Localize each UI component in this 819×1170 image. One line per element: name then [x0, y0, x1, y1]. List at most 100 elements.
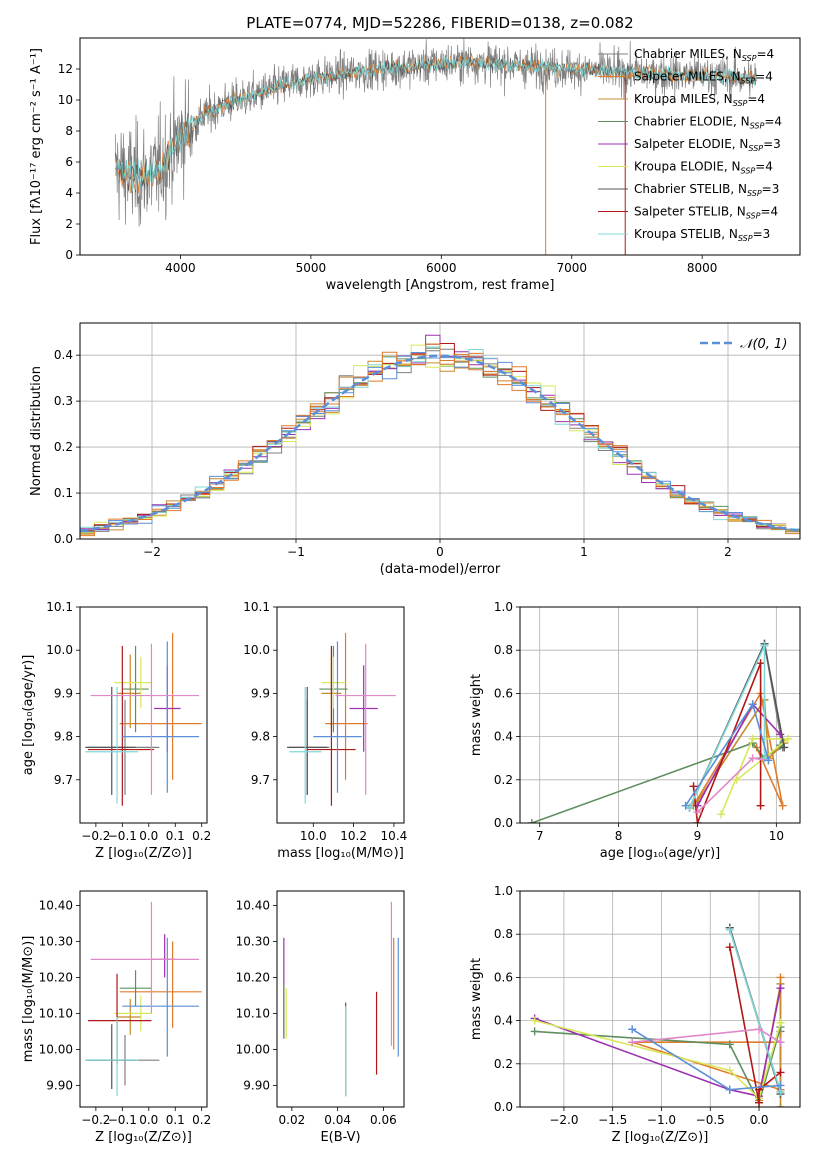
legend-label: 𝒩(0, 1)	[740, 337, 787, 352]
x-tick-label: 8000	[687, 261, 718, 275]
y-axis-label: Flux [fλ10⁻¹⁷ erg cm⁻² s⁻¹ A⁻¹]	[29, 48, 44, 245]
x-tick-label: −2.0	[549, 1113, 578, 1127]
weight-marker	[776, 1103, 785, 1107]
x-tick-label: 0.04	[324, 1113, 351, 1127]
x-tick-label: 0.1	[166, 1113, 185, 1127]
legend-label: Kroupa MILES, NSSP=4	[634, 92, 765, 108]
weight-marker	[776, 1038, 785, 1047]
x-axis-label: wavelength [Angstrom, rest frame]	[326, 278, 555, 293]
plot-area	[80, 323, 800, 539]
y-tick-label: 10.40	[39, 898, 73, 912]
axes-frame	[79, 37, 801, 256]
y-tick-label: 10.20	[236, 970, 270, 984]
weight-line	[534, 988, 782, 1098]
axes-frame	[79, 890, 208, 1108]
axes-frame	[519, 606, 801, 824]
y-tick-label: 0.2	[494, 773, 513, 787]
y-tick-label: 8	[65, 124, 73, 138]
y-tick-label: 1.0	[494, 884, 513, 898]
x-tick-label: 7000	[556, 261, 587, 275]
y-tick-label: 9.7	[251, 773, 270, 787]
legend-label: Chabrier ELODIE, NSSP=4	[634, 115, 782, 131]
panel-spectrum: 4000 5000 6000 7000 8000 0 2 4 6 8 10 12 wavelength …	[29, 37, 801, 293]
weight-marker	[778, 801, 787, 810]
weight-marker	[748, 754, 757, 763]
weight-marker	[530, 1027, 539, 1036]
weight-marker	[725, 925, 734, 934]
weight-marker	[725, 1085, 734, 1094]
y-tick-label: 10.10	[236, 1006, 270, 1020]
x-tick-label: −0.1	[108, 1113, 137, 1127]
weight-line	[729, 947, 782, 1103]
histogram-hist_orange	[80, 343, 800, 537]
x-tick-label: 0.0	[139, 1113, 158, 1127]
legend-label: Salpeter ELODIE, NSSP=3	[634, 137, 781, 153]
y-tick-label: 0.8	[494, 643, 513, 657]
x-tick-label: 7	[536, 829, 544, 843]
plot-area	[85, 901, 202, 1097]
plot-area	[520, 607, 800, 823]
weight-line	[632, 1028, 781, 1043]
y-tick-label: 0.2	[494, 1057, 513, 1071]
legend-label: Chabrier MILES, NSSP=4	[634, 47, 774, 63]
x-tick-label: 0.02	[279, 1113, 306, 1127]
y-tick-label: 10.40	[236, 898, 270, 912]
y-tick-label: 9.9	[251, 686, 270, 700]
y-tick-label: 9.7	[54, 773, 73, 787]
x-axis-label: age [log₁₀(age/yr)]	[600, 846, 721, 861]
x-tick-label: 0.2	[192, 829, 211, 843]
weight-marker	[755, 1025, 764, 1034]
y-axis-label: Normed distribution	[29, 366, 44, 496]
x-tick-label: 0	[436, 545, 444, 559]
weight-marker	[725, 943, 734, 952]
y-axis-label: mass [log₁₀(M/M⊙)]	[21, 936, 36, 1063]
y-tick-label: 0.4	[54, 348, 73, 362]
x-axis-label: (data-model)/error	[380, 562, 501, 577]
weight-line	[729, 929, 782, 1093]
panel-weight_vs_Z: −2.0 −1.5 −1.0 −0.5 0.0 0.0 0.2 0.4 0.6 0.8 1.0 Z […	[469, 884, 801, 1145]
x-tick-label: −0.1	[108, 829, 137, 843]
y-tick-label: 0	[65, 248, 73, 262]
y-tick-label: 2	[65, 217, 73, 231]
y-tick-label: 9.9	[54, 686, 73, 700]
weight-marker	[689, 782, 698, 791]
panel-mass_vs_Z: −0.2−0.1 0.0 0.1 0.2 9.90 10.00 10.10 10.20 10.3…	[21, 890, 211, 1145]
x-tick-label: 10.4	[381, 829, 408, 843]
figure-title: PLATE=0774, MJD=52286, FIBERID=0138, z=0…	[246, 14, 633, 32]
weight-marker	[717, 810, 726, 819]
legend-label: Kroupa STELIB, NSSP=3	[634, 227, 770, 243]
weight-marker	[756, 659, 765, 668]
weight-marker	[776, 984, 785, 993]
weight-marker	[748, 700, 757, 709]
y-tick-label: 10.0	[46, 643, 73, 657]
y-tick-label: 10.30	[39, 934, 73, 948]
legend: 𝒩(0, 1)	[700, 337, 787, 352]
weight-marker	[693, 808, 702, 817]
y-tick-label: 0.4	[494, 730, 513, 744]
weight-marker	[628, 1025, 637, 1034]
weight-marker	[628, 1038, 637, 1047]
x-axis-label: E(B-V)	[320, 1130, 360, 1145]
weight-marker	[693, 819, 702, 823]
y-tick-label: 10.10	[39, 1006, 73, 1020]
x-tick-label: 0.0	[749, 1113, 768, 1127]
y-tick-label: 0.6	[494, 970, 513, 984]
y-tick-label: 0.0	[54, 532, 73, 546]
x-axis-label: Z [log₁₀(Z/Z⊙)]	[612, 1130, 709, 1145]
x-tick-label: 8	[615, 829, 623, 843]
x-tick-label: 6000	[426, 261, 457, 275]
axes-frame	[519, 890, 801, 1108]
x-tick-label: 2	[724, 545, 732, 559]
weight-marker	[732, 775, 741, 784]
weight-marker	[776, 1081, 785, 1090]
x-tick-label: 10.0	[300, 829, 327, 843]
panel-age_vs_mass: 10.0 10.2 10.4 9.7 9.8 9.9 10.0 10.1 mass [log₁₀…	[243, 600, 407, 861]
y-tick-label: 0.6	[494, 686, 513, 700]
y-tick-label: 10.1	[243, 600, 270, 614]
y-axis-label: mass weight	[469, 674, 484, 756]
plot-area	[114, 38, 758, 255]
legend-label: Chabrier STELIB, NSSP=3	[634, 182, 779, 198]
plot-area	[287, 632, 396, 806]
weight-line	[531, 742, 781, 823]
panel-weight_vs_age: 7 8 9 10 0.0 0.2 0.4 0.6 0.8 1.0 age [log₁₀(age/yr…	[469, 600, 801, 861]
